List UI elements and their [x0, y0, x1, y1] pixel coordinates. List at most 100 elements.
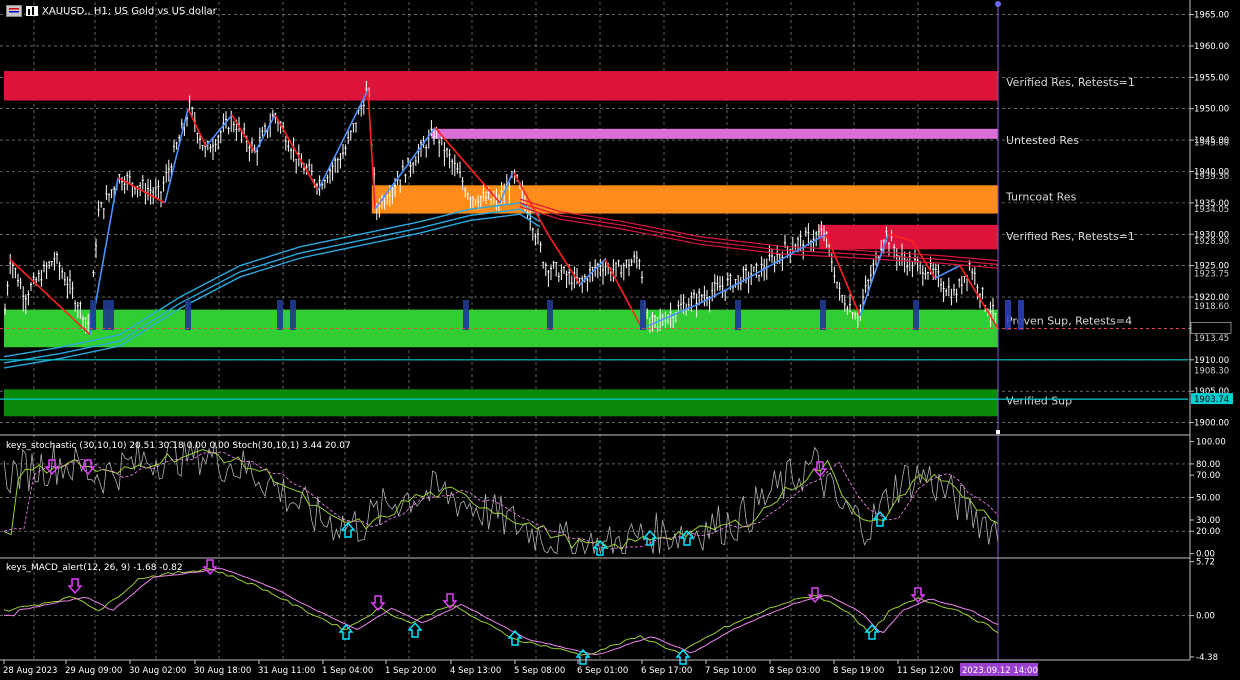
signal-marker: [735, 300, 741, 330]
price-minor-label: 1908.30: [1194, 366, 1229, 376]
time-tick-label: 4 Sep 13:00: [450, 666, 501, 676]
signal-marker: [103, 300, 109, 330]
macd-buy-arrow: [675, 648, 691, 665]
stoch-tick-label: 20.00: [1196, 527, 1220, 537]
macd-signal: [3, 568, 999, 655]
time-tick-label: 28 Aug 2023: [3, 666, 57, 676]
price-tick-label: 1950.00: [1194, 105, 1229, 115]
signal-marker: [463, 300, 469, 330]
price-tick-label: 1960.00: [1194, 42, 1229, 52]
macd-buy-arrow-shape: [675, 648, 691, 665]
signal-marker: [277, 300, 283, 330]
stoch-tick-label: 80.00: [1196, 460, 1220, 470]
macd-sell-arrow: [370, 595, 386, 612]
price-tick-label: 1920.00: [1194, 293, 1229, 303]
time-tick-label: 5 Sep 08:00: [514, 666, 565, 676]
price-tick-label: 1905.00: [1194, 387, 1229, 397]
chart-title: XAUUSD., H1: US Gold vs US dollar: [42, 5, 217, 17]
signal-marker: [1018, 300, 1024, 330]
signal-marker: [1005, 300, 1011, 330]
stochastic-sell-arrow-shape: [44, 459, 60, 476]
macd-sell-arrow-shape: [910, 587, 926, 604]
price-minor-label: 1934.05: [1194, 205, 1229, 215]
zigzag-segment: [959, 265, 999, 329]
zone-rect: [431, 128, 998, 139]
signal-marker: [90, 300, 96, 330]
stoch-tick-label: 70.00: [1196, 471, 1220, 481]
macd-sell-arrow: [807, 587, 823, 604]
stochastic-buy-arrow-shape: [592, 539, 608, 556]
time-tick-label: 31 Aug 11:00: [258, 666, 315, 676]
macd-title: keys_MACD_alert(12, 26, 9) -1.68 -0.82: [6, 563, 183, 573]
ema-line-blue: [3, 202, 541, 358]
signal-marker: [640, 300, 646, 330]
ema-line-blue: [3, 213, 541, 369]
time-tick-label: 11 Sep 12:00: [897, 666, 954, 676]
macd-buy-arrow-shape: [507, 629, 523, 646]
zigzag-segment: [911, 240, 936, 279]
stochastic-sell-arrow: [812, 461, 828, 478]
price-minor-label: 1913.45: [1194, 334, 1229, 344]
zigzag-segment: [434, 127, 501, 204]
zone-label: Verified Sup: [1006, 394, 1072, 407]
current-time-label: 2023.09.12 14:00: [962, 666, 1038, 676]
price-axis-bg: [1190, 0, 1240, 680]
zigzag-segment: [547, 233, 581, 285]
stochastic-signal: [3, 449, 999, 551]
macd-sell-arrow: [202, 559, 218, 576]
macd-main: [3, 568, 999, 656]
price-minor-label: 1918.60: [1194, 302, 1229, 312]
price-tick-label: 1930.00: [1194, 230, 1229, 240]
price-tick-label: 1900.00: [1194, 419, 1229, 429]
time-tick-label: 6 Sep 17:00: [641, 666, 692, 676]
zigzag-segment: [164, 108, 189, 204]
zigzag-segment: [747, 233, 827, 279]
macd-buy-arrow: [864, 623, 880, 640]
zigzag-segment: [579, 258, 606, 286]
zigzag-segment: [9, 258, 91, 336]
zigzag-segment: [512, 171, 549, 235]
time-handle-top: [995, 1, 1001, 7]
price-minor-label: 1928.90: [1194, 237, 1229, 247]
macd-buy-arrow-shape: [575, 648, 591, 665]
stochastic-slow: [3, 451, 999, 550]
macd-tick-label: -4.38: [1196, 653, 1218, 663]
stochastic-buy-arrow: [872, 510, 888, 527]
macd-buy-arrow: [407, 621, 423, 638]
price-tick-label: 1925.00: [1194, 262, 1229, 272]
stochastic-buy-arrow: [642, 529, 658, 546]
time-tick-label: 29 Aug 09:00: [65, 666, 122, 676]
zigzag-segment: [367, 89, 376, 210]
zigzag-segment: [231, 114, 256, 154]
zone-label: Untested Res: [1006, 134, 1079, 147]
macd-sell-arrow-shape: [442, 593, 458, 610]
zone-label: Turncoat Res: [1005, 190, 1077, 203]
zone-rect: [4, 71, 998, 101]
chart-type-icon[interactable]: [26, 6, 38, 16]
price-tick-label: 1965.00: [1194, 11, 1229, 21]
zone-rect: [371, 185, 998, 214]
stoch-tick-label: 0.00: [1196, 550, 1215, 560]
current-time-box: [960, 663, 1038, 676]
stochastic-buy-arrow: [592, 539, 608, 556]
zigzag-segment: [187, 108, 207, 147]
current-price-box: [1191, 393, 1233, 405]
stochastic-buy-arrow-shape: [642, 529, 658, 546]
stoch-tick-label: 100.00: [1196, 437, 1226, 447]
time-tick-label: 8 Sep 03:00: [769, 666, 820, 676]
time-tick-label: 6 Sep 01:00: [577, 666, 628, 676]
macd-sell-arrow: [67, 578, 83, 595]
symbol-icon[interactable]: [6, 5, 22, 17]
stochastic-sell-arrow: [44, 459, 60, 476]
time-tick-label: 30 Aug 18:00: [194, 666, 251, 676]
signal-marker: [547, 300, 553, 330]
stochastic-title: keys_stochastic (30,10,10) 20.51 30.18 0…: [6, 441, 351, 451]
price-tick-label: 1955.00: [1194, 73, 1229, 83]
stochastic-sell-arrow-shape: [812, 461, 828, 478]
time-tick-label: 8 Sep 19:00: [833, 666, 884, 676]
signal-marker: [820, 300, 826, 330]
signal-marker: [913, 300, 919, 330]
macd-buy-arrow-shape: [338, 623, 354, 640]
